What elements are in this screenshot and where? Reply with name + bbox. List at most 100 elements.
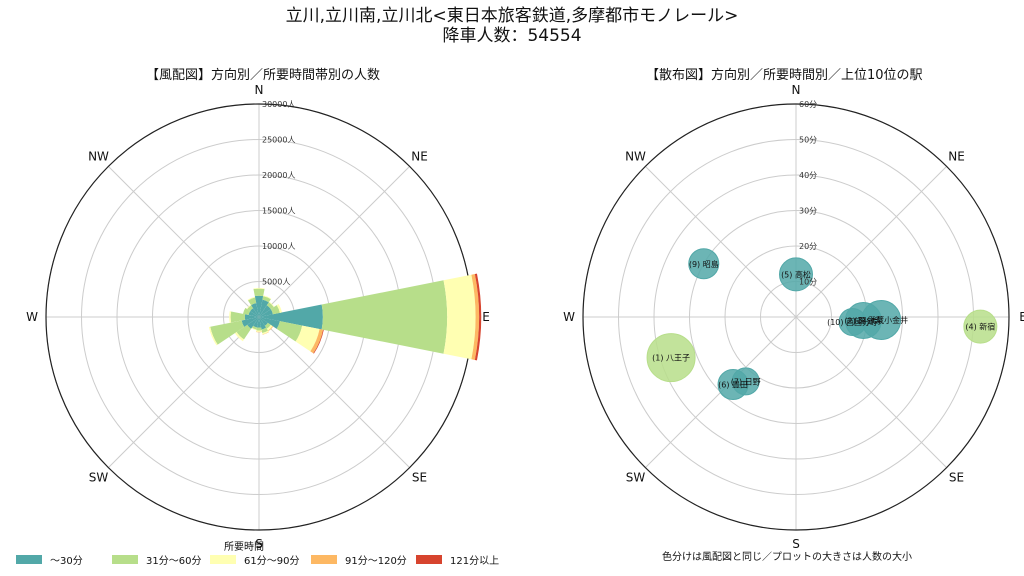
windrose-bar-segment xyxy=(208,326,218,346)
windrose-bar-segment xyxy=(251,303,259,317)
windrose-bar-segment xyxy=(241,317,259,327)
windrose-bar-segment xyxy=(256,331,262,333)
windrose-tick-label: 25000人 xyxy=(262,136,295,145)
windrose-bar-segment xyxy=(471,274,480,360)
scatter-outer-ring xyxy=(582,103,1010,531)
windrose-bar-segment xyxy=(248,311,259,317)
windrose-bar-segment xyxy=(259,317,268,326)
legend-label-1: 31分～60分 xyxy=(146,556,202,567)
windrose-bar-segment xyxy=(256,317,262,328)
windrose-bar-segment xyxy=(259,304,323,330)
windrose-dir-label: W xyxy=(26,310,38,324)
windrose-bar-segment xyxy=(256,330,262,332)
legend-swatch-3 xyxy=(311,555,337,564)
windrose-bar-segment xyxy=(259,309,273,317)
scatter-point xyxy=(838,307,867,336)
legend-swatch-4 xyxy=(416,555,442,564)
windrose-bar-segment xyxy=(236,324,252,340)
windrose-dir-label: NW xyxy=(88,149,109,163)
legend-label-3: 91分～120分 xyxy=(345,556,407,567)
windrose-bar-segment xyxy=(310,329,324,354)
windrose-bar-segment xyxy=(276,303,282,313)
scatter-dir-label: SE xyxy=(949,471,964,485)
scatter-dir-label: SW xyxy=(626,471,646,485)
title-line2: 降車人数：54554 xyxy=(442,26,582,46)
windrose-dir-label: NE xyxy=(411,149,428,163)
windrose-bar-segment xyxy=(259,317,267,330)
scatter-point xyxy=(779,257,813,292)
scatter-point-label: (3) 武蔵小金井 xyxy=(854,315,908,325)
scatter-point-label: (5) 高松 xyxy=(781,269,811,279)
scatter-point xyxy=(646,333,696,383)
windrose-bar-segment xyxy=(268,301,275,308)
windrose-bar-segment xyxy=(263,295,272,300)
scatter-tick-label: 40分 xyxy=(799,171,817,180)
windrose-chart: N NE E SE S SW W NW 5000人 10000人 15000人 20000人 25000… xyxy=(26,83,490,551)
windrose-bar-segment xyxy=(247,305,254,312)
windrose-bar-segment xyxy=(247,296,256,301)
scatter-point-label: (1) 八王子 xyxy=(652,354,690,363)
scatter-point xyxy=(963,309,998,344)
windrose-bar-segment xyxy=(234,331,245,342)
windrose-bar-segment xyxy=(313,329,324,354)
legend-item-0: ～30分 xyxy=(16,552,83,567)
windrose-dir-label: SE xyxy=(412,471,427,485)
windrose-bar-segment xyxy=(259,317,280,329)
title-line1: 立川,立川南,立川北<東日本旅客鉄道,多摩都市モノレール> xyxy=(285,6,739,26)
scatter-chart: (1) 八王子 (3) 武蔵小金井(2) 国分寺 (4) 新宿 (5) 高松 (6) 豊… xyxy=(563,83,1024,551)
scatter-note: 色分けは風配図と同じ／プロットの大きさは人数の大小 xyxy=(662,552,912,563)
windrose-bar-segment xyxy=(251,325,257,330)
windrose-tick-label: 30000人 xyxy=(262,100,295,109)
windrose-bar-segment xyxy=(443,274,476,360)
scatter-point-label: (6) 豊田 xyxy=(718,380,748,390)
windrose-bar-segment xyxy=(259,305,271,317)
windrose-grid-spoke xyxy=(108,316,260,468)
windrose-bar-segment xyxy=(276,321,303,342)
legend-item-3: 91分～120分 xyxy=(311,552,407,567)
windrose-bar-segment xyxy=(250,308,259,317)
windrose-bar-segment xyxy=(259,299,269,317)
scatter-dir-label: NE xyxy=(948,149,965,163)
windrose-bar-segment xyxy=(261,327,269,334)
scatter-tick-label: 30分 xyxy=(799,207,817,216)
windrose-bar-segment xyxy=(254,295,264,317)
windrose-bar-segment xyxy=(253,287,265,290)
windrose-tick-label: 10000人 xyxy=(262,242,295,251)
scatter-point-label: (9) 昭島 xyxy=(689,259,719,269)
scatter-dir-label: NW xyxy=(625,149,646,163)
scatter-point-label: (7) 日野 xyxy=(731,377,761,386)
windrose-bar-segment xyxy=(264,322,271,329)
legend-item-1: 31分～60分 xyxy=(112,552,201,567)
windrose-bar-segment xyxy=(268,326,274,332)
windrose-bar-segment xyxy=(262,330,269,335)
scatter-point-label: (4) 新宿 xyxy=(965,322,995,332)
scatter-dir-label: W xyxy=(563,310,575,324)
windrose-dir-label: N xyxy=(255,83,264,97)
legend-swatch-1 xyxy=(112,555,138,564)
scatter-grid-spoke xyxy=(795,166,947,318)
windrose-grid-spoke xyxy=(108,166,260,318)
scatter-grid-spoke xyxy=(795,316,947,468)
windrose-bar-segment xyxy=(270,305,280,315)
windrose-bar-segment xyxy=(242,307,251,315)
scatter-grid-spoke xyxy=(645,166,797,318)
legend-title: 所要時間 xyxy=(224,542,264,553)
legend-label-0: ～30分 xyxy=(50,556,83,567)
scatter-tick-label: 10分 xyxy=(799,278,817,287)
legend-item-4: 121分以上 xyxy=(416,552,499,567)
scatter-dir-label: N xyxy=(792,83,801,97)
windrose-dir-label: SW xyxy=(89,471,109,485)
windrose-tick-label: 5000人 xyxy=(262,278,290,287)
windrose-dir-label: S xyxy=(255,537,263,551)
windrose-bar-segment xyxy=(253,288,265,297)
scatter-dir-label: S xyxy=(792,537,800,551)
windrose-tick-label: 20000人 xyxy=(262,171,295,180)
windrose-dir-label: E xyxy=(482,310,490,324)
windrose-bar-segment xyxy=(247,297,257,306)
windrose-bar-segment xyxy=(474,273,482,361)
windrose-bar-segment xyxy=(210,320,245,345)
windrose-title: 【風配図】方向別／所要時間帯別の人数 xyxy=(146,68,381,83)
windrose-bar-segment xyxy=(295,325,320,352)
windrose-bar-segment xyxy=(253,317,259,328)
